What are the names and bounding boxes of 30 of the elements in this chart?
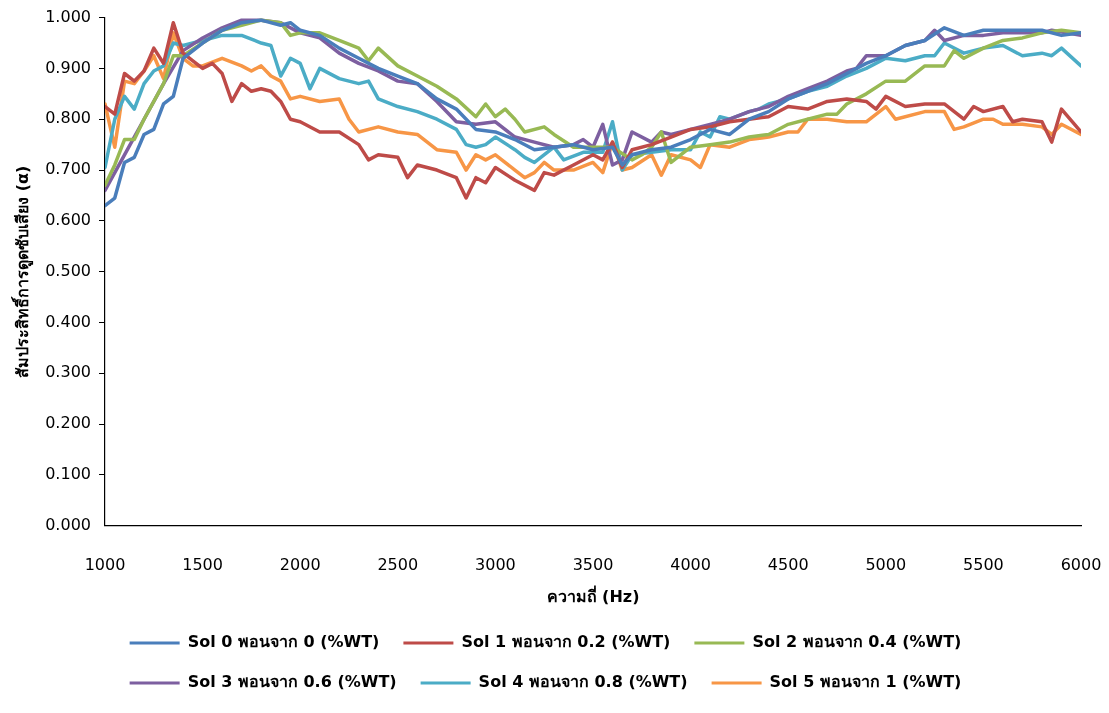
x-tick-label: 6000 <box>1060 554 1102 574</box>
legend-label: Sol 4 พอนจาก 0.8 (%WT) <box>478 672 688 692</box>
x-tick-label: 3500 <box>572 554 614 574</box>
legend-label: Sol 0 พอนจาก 0 (%WT) <box>187 632 380 652</box>
y-tick-label: 0.600 <box>45 210 91 230</box>
y-tick-label: 0.400 <box>45 311 91 331</box>
y-tick-label: 1.000 <box>45 6 91 26</box>
y-tick-label: 0.000 <box>45 514 91 534</box>
legend-label: Sol 3 พอนจาก 0.6 (%WT) <box>187 672 397 692</box>
y-tick-label: 0.100 <box>45 464 91 484</box>
legend-label: Sol 1 พอนจาก 0.2 (%WT) <box>461 632 671 652</box>
x-axis-title: ความถี่ (Hz) <box>546 584 640 606</box>
x-tick-label: 1000 <box>84 554 126 574</box>
y-axis-title: สัมประสิทธิ์การดูดซับเสียง (α) <box>10 165 34 378</box>
x-tick-label: 5500 <box>963 554 1004 574</box>
y-tick-label: 0.700 <box>45 159 91 179</box>
y-tick-label: 0.500 <box>45 260 91 280</box>
x-tick-label: 4500 <box>767 554 809 574</box>
y-tick-label: 0.300 <box>45 362 91 382</box>
x-tick-label: 3000 <box>475 554 516 574</box>
legend-label: Sol 2 พอนจาก 0.4 (%WT) <box>752 632 962 652</box>
x-tick-label: 2500 <box>377 554 419 574</box>
y-tick-label: 0.900 <box>45 57 91 77</box>
x-tick-label: 4000 <box>670 554 711 574</box>
y-tick-label: 0.200 <box>45 413 91 433</box>
legend-label: Sol 5 พอนจาก 1 (%WT) <box>769 672 962 692</box>
x-tick-label: 1500 <box>182 554 223 574</box>
y-tick-label: 0.800 <box>45 108 91 128</box>
x-tick-label: 2000 <box>279 554 321 574</box>
x-tick-label: 5000 <box>865 554 907 574</box>
